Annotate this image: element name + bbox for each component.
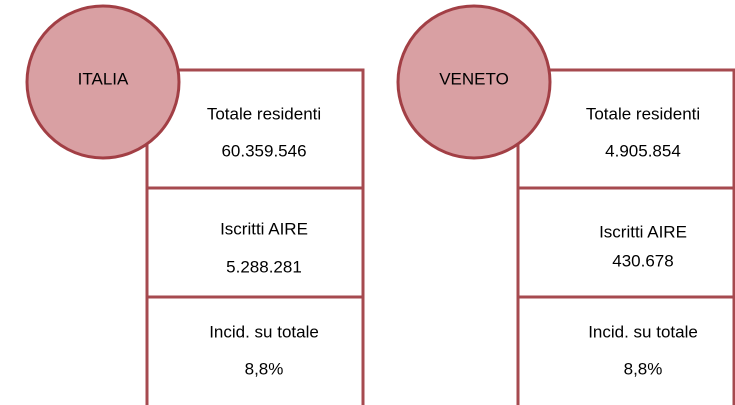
box-label: Totale residenti [207,104,321,123]
panel-veneto: Totale residenti 4.905.854 Iscritti AIRE… [396,4,735,405]
panel-italia: Totale residenti 60.359.546 Iscritti AIR… [25,4,365,405]
box-label: Incid. su totale [588,322,698,341]
box [516,186,735,299]
circle [396,4,552,160]
box [516,295,735,405]
panel-title: VENETO [439,69,509,88]
box-value: 8,8% [624,359,663,378]
box-value: 8,8% [245,359,284,378]
box [516,68,735,190]
box-label: Iscritti AIRE [220,219,308,238]
box-label: Iscritti AIRE [599,222,687,241]
panel-title: ITALIA [78,69,129,88]
box-value: 430.678 [612,251,673,270]
circle [25,4,181,160]
box [145,186,365,299]
box [145,295,365,405]
box-value: 5.288.281 [226,257,302,276]
box-label: Totale residenti [586,104,700,123]
box-label: Incid. su totale [209,322,319,341]
box-value: 4.905.854 [605,141,681,160]
box-value: 60.359.546 [221,141,306,160]
box [145,68,365,190]
